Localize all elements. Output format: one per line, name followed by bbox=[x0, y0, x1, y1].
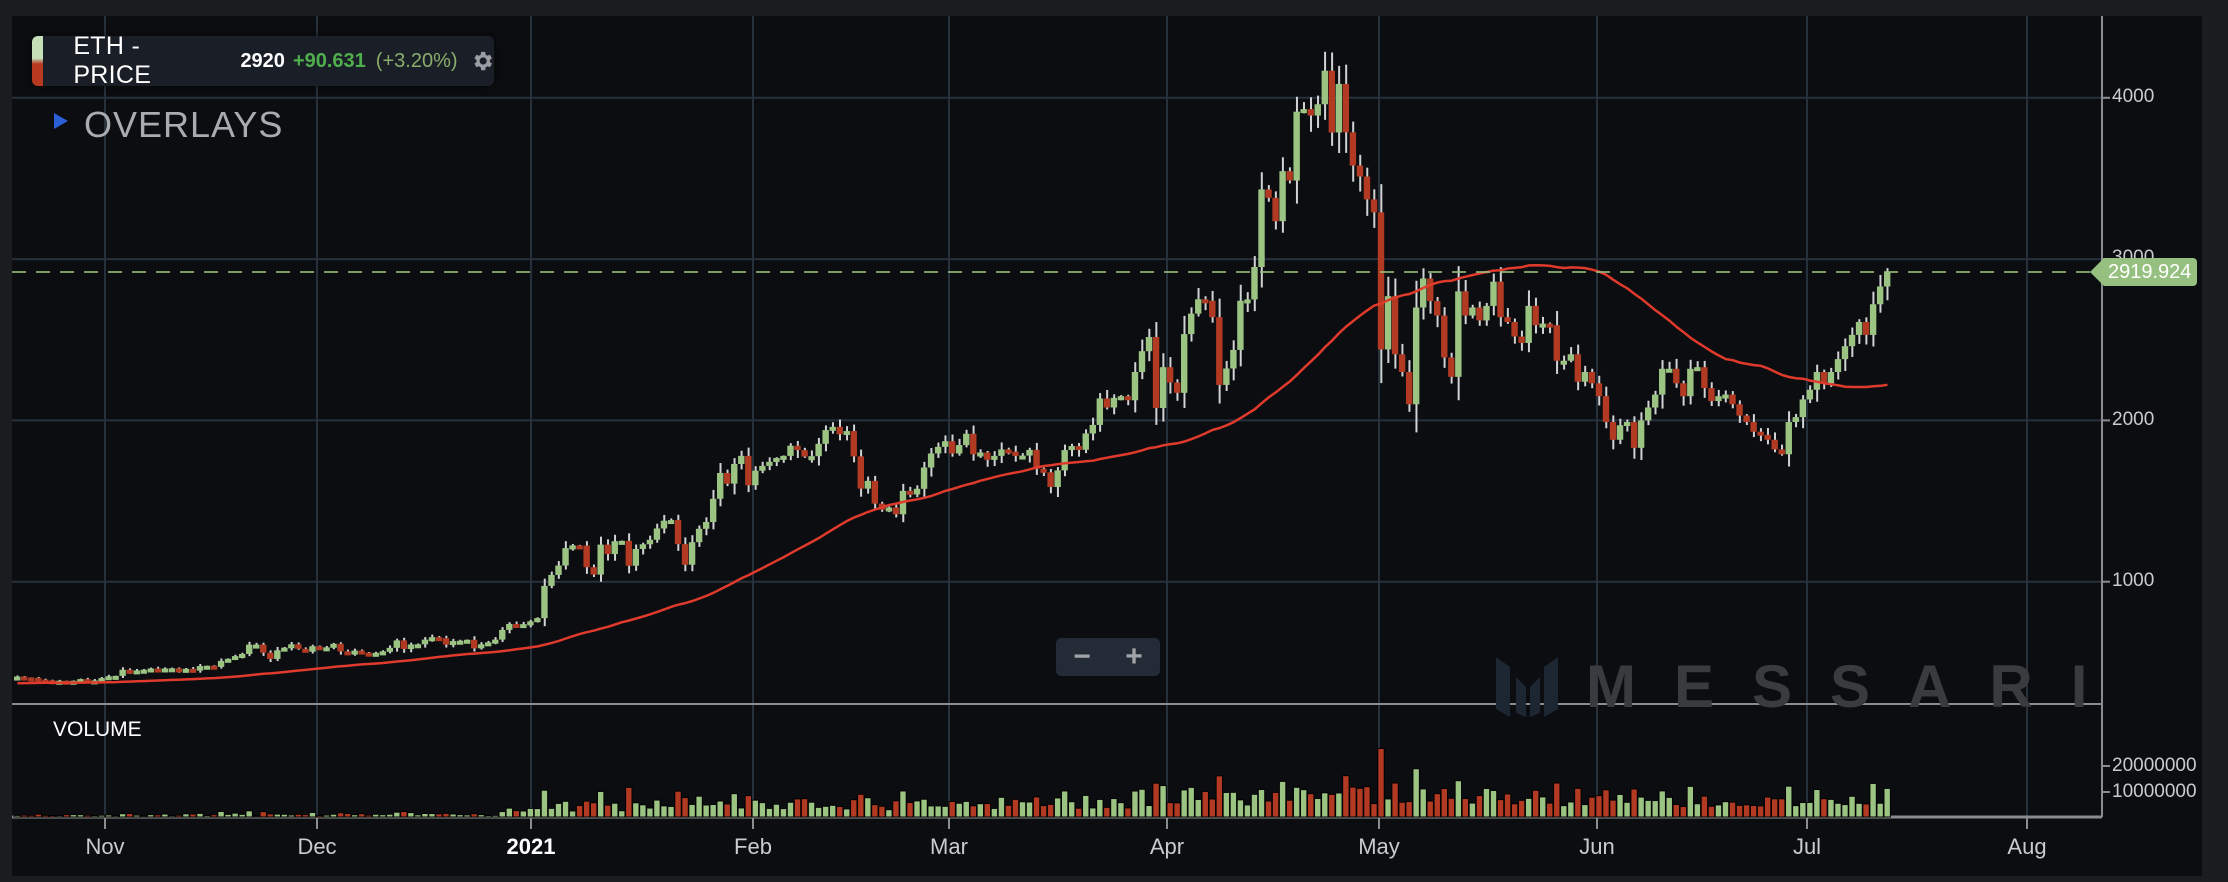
price-volume-chart[interactable] bbox=[12, 16, 2202, 876]
x-tick-apr: Apr bbox=[1149, 834, 1185, 859]
x-tick-nov: Nov bbox=[85, 834, 125, 859]
series-color-strip bbox=[32, 36, 44, 86]
overlays-label: OVERLAYS bbox=[84, 104, 284, 145]
watermark-text: MESSARI bbox=[1586, 653, 2126, 720]
overlays-toggle[interactable]: OVERLAYS bbox=[54, 104, 283, 146]
zoom-controls: − + bbox=[1056, 638, 1160, 676]
last-price-tag: 2919.924 bbox=[2090, 258, 2198, 286]
x-tick-dec: Dec bbox=[297, 834, 337, 859]
x-tick-aug: Aug bbox=[2007, 834, 2047, 859]
y-tick-2000: 2000 bbox=[2112, 409, 2155, 430]
y-tick-1000: 1000 bbox=[2112, 570, 2155, 591]
x-tick-feb: Feb bbox=[734, 834, 772, 859]
messari-logo-icon bbox=[1496, 656, 1558, 717]
x-tick-2021: 2021 bbox=[506, 834, 556, 859]
gear-icon[interactable] bbox=[470, 48, 494, 74]
vol-tick-10m: 10000000 bbox=[2112, 781, 2197, 802]
y-tick-4000: 4000 bbox=[2112, 86, 2155, 107]
volume-pane-label: VOLUME bbox=[53, 718, 142, 741]
x-tick-may: May bbox=[1358, 834, 1400, 859]
zoom-out-button[interactable]: − bbox=[1073, 640, 1091, 673]
messari-watermark: MESSARI bbox=[1496, 652, 2125, 721]
triangle-right-icon bbox=[54, 113, 68, 129]
vol-tick-20m: 20000000 bbox=[2112, 755, 2197, 776]
price-tag-value: 2919.924 bbox=[2104, 258, 2198, 286]
series-title: ETH - PRICE bbox=[73, 36, 152, 86]
price-change: +90.631 bbox=[292, 49, 366, 72]
x-tick-jun: Jun bbox=[1579, 834, 1615, 859]
zoom-in-button[interactable]: + bbox=[1125, 640, 1143, 673]
x-tick-jul: Jul bbox=[1792, 834, 1822, 859]
x-tick-mar: Mar bbox=[930, 834, 968, 859]
last-price: 2920 bbox=[240, 49, 285, 72]
price-change-pct: (+3.20%) bbox=[375, 49, 458, 72]
series-header: ETH - PRICE 2920 +90.631 (+3.20%) bbox=[32, 36, 494, 86]
price-tag-arrow-icon bbox=[2090, 258, 2104, 286]
chart-panel[interactable]: ETH - PRICE 2920 +90.631 (+3.20%) OVERLA… bbox=[12, 16, 2202, 876]
